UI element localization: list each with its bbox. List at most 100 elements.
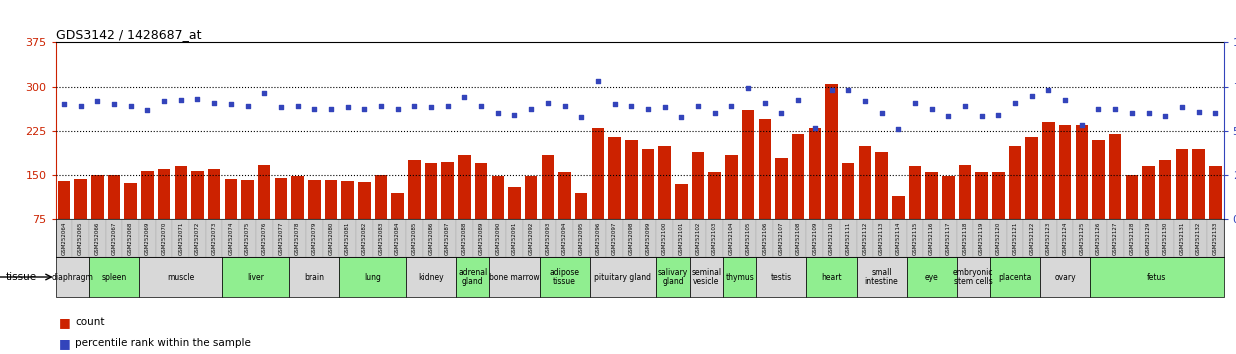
Point <box>137 108 157 113</box>
Bar <box>289 257 339 297</box>
Bar <box>508 187 520 264</box>
Point <box>989 112 1009 118</box>
Bar <box>807 219 823 257</box>
Bar <box>205 219 222 257</box>
Bar <box>140 219 156 257</box>
Bar <box>892 196 905 264</box>
Point <box>1105 106 1125 112</box>
Bar <box>623 219 640 257</box>
Bar <box>340 257 407 297</box>
Point <box>54 102 74 107</box>
Point <box>171 97 190 103</box>
Bar <box>742 110 754 264</box>
Bar <box>72 219 89 257</box>
Point <box>522 106 541 112</box>
Text: GSM252102: GSM252102 <box>696 221 701 255</box>
Bar <box>656 219 674 257</box>
Bar <box>1175 149 1188 264</box>
Text: GSM252125: GSM252125 <box>1079 221 1084 255</box>
Point <box>889 126 908 132</box>
Point <box>638 106 658 112</box>
Bar <box>292 176 304 264</box>
Point <box>1205 110 1225 116</box>
Text: GSM252128: GSM252128 <box>1130 221 1135 255</box>
Point <box>1156 113 1175 119</box>
Point <box>321 106 341 112</box>
Text: GSM252108: GSM252108 <box>796 221 801 255</box>
Bar <box>775 158 787 264</box>
Point <box>805 125 824 131</box>
Point <box>121 103 141 108</box>
Bar <box>441 162 454 264</box>
Text: GSM252107: GSM252107 <box>779 221 784 255</box>
Point <box>738 85 758 91</box>
Bar <box>358 182 371 264</box>
Point <box>922 106 942 112</box>
Bar <box>89 257 140 297</box>
Bar <box>1093 140 1105 264</box>
Text: GSM252079: GSM252079 <box>311 221 316 255</box>
Bar <box>1090 219 1107 257</box>
Bar <box>225 179 237 264</box>
Bar <box>774 219 790 257</box>
Text: seminal
vesicle: seminal vesicle <box>691 268 722 286</box>
Text: GSM252113: GSM252113 <box>879 221 884 255</box>
Bar <box>807 257 857 297</box>
Point <box>304 106 324 112</box>
Bar <box>56 219 72 257</box>
Bar <box>158 169 171 264</box>
Bar <box>274 178 287 264</box>
Bar <box>690 219 707 257</box>
Bar <box>407 257 456 297</box>
Text: bone marrow: bone marrow <box>489 273 540 281</box>
Text: GSM252103: GSM252103 <box>712 221 717 255</box>
Point <box>938 113 958 119</box>
Point <box>70 103 90 108</box>
Bar <box>908 166 921 264</box>
Point <box>688 103 708 108</box>
Point <box>154 99 174 104</box>
Text: ovary: ovary <box>1054 273 1075 281</box>
Text: lung: lung <box>365 273 381 281</box>
Bar <box>1126 175 1138 264</box>
Bar <box>556 219 574 257</box>
Bar <box>923 219 941 257</box>
Text: GSM252078: GSM252078 <box>295 221 300 255</box>
Bar <box>1209 166 1221 264</box>
Bar <box>189 219 206 257</box>
Bar <box>289 219 307 257</box>
Text: count: count <box>75 317 105 327</box>
Text: GSM252126: GSM252126 <box>1096 221 1101 255</box>
Text: GSM252076: GSM252076 <box>262 221 267 255</box>
Text: GSM252073: GSM252073 <box>211 221 216 255</box>
Bar <box>1124 219 1141 257</box>
Bar <box>1041 257 1090 297</box>
Bar <box>756 219 774 257</box>
Point <box>588 78 608 84</box>
Point <box>271 104 290 110</box>
Point <box>237 103 257 108</box>
Bar <box>590 219 607 257</box>
Bar <box>1059 125 1072 264</box>
Bar <box>608 137 620 264</box>
Bar <box>440 219 456 257</box>
Bar <box>240 219 256 257</box>
Text: kidney: kidney <box>418 273 444 281</box>
Bar <box>1159 160 1172 264</box>
Point <box>722 103 742 108</box>
Text: GSM252133: GSM252133 <box>1213 221 1217 255</box>
Point <box>655 104 675 110</box>
Bar <box>307 219 323 257</box>
Bar <box>489 257 540 297</box>
Bar <box>1141 219 1157 257</box>
Point <box>455 95 475 100</box>
Text: GSM252097: GSM252097 <box>612 221 617 255</box>
Bar <box>1142 166 1154 264</box>
Bar <box>826 84 838 264</box>
Point <box>404 103 424 108</box>
Text: pituitary gland: pituitary gland <box>595 273 651 281</box>
Bar <box>541 155 554 264</box>
Text: GSM252077: GSM252077 <box>278 221 283 255</box>
Text: GSM252114: GSM252114 <box>896 221 901 255</box>
Point <box>1005 101 1025 106</box>
